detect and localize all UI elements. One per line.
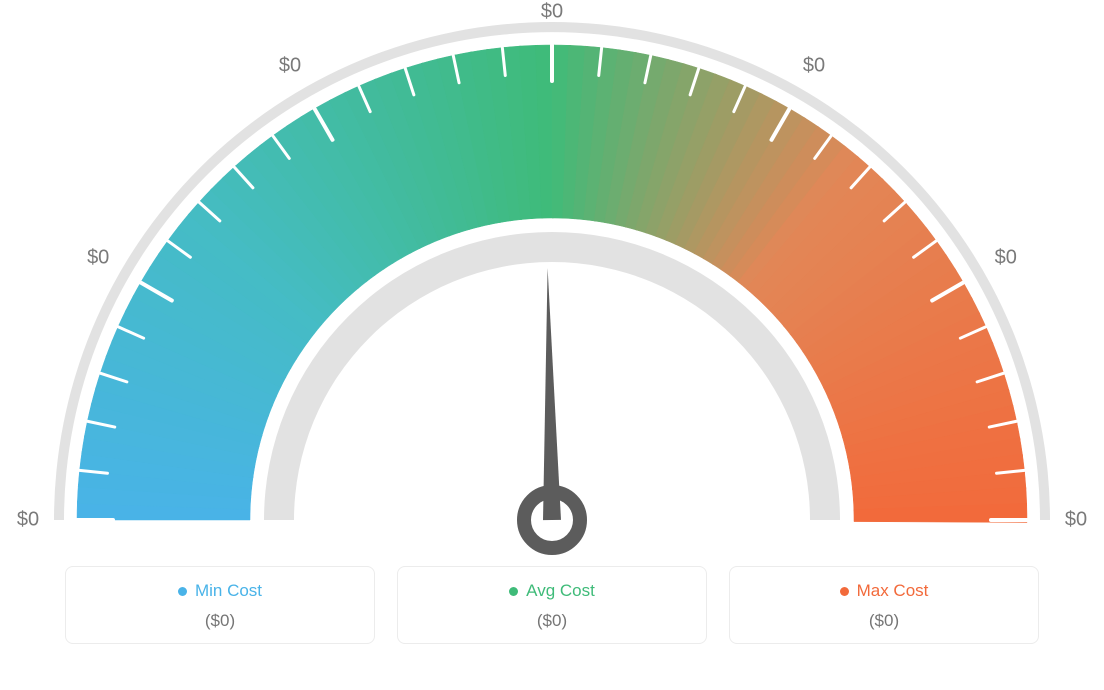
legend-value-avg: ($0) [406, 611, 698, 631]
scale-label-4: $0 [803, 55, 825, 78]
gauge-svg [0, 0, 1104, 560]
scale-label-1: $0 [87, 247, 109, 270]
scale-label-6: $0 [1065, 509, 1087, 532]
dot-icon-min [178, 587, 187, 596]
scale-label-3: $0 [541, 1, 563, 24]
dot-icon-avg [509, 587, 518, 596]
gauge-chart: $0 $0 $0 $0 $0 $0 $0 [0, 0, 1104, 560]
scale-label-5: $0 [995, 247, 1017, 270]
legend-label-avg-text: Avg Cost [526, 581, 595, 601]
legend-label-avg: Avg Cost [509, 581, 595, 601]
legend-box-min: Min Cost ($0) [65, 566, 375, 644]
legend-value-min: ($0) [74, 611, 366, 631]
legend-row: Min Cost ($0) Avg Cost ($0) Max Cost ($0… [0, 566, 1104, 644]
legend-label-min-text: Min Cost [195, 581, 262, 601]
legend-box-avg: Avg Cost ($0) [397, 566, 707, 644]
legend-box-max: Max Cost ($0) [729, 566, 1039, 644]
legend-label-max-text: Max Cost [857, 581, 929, 601]
legend-label-min: Min Cost [178, 581, 262, 601]
legend-label-max: Max Cost [840, 581, 929, 601]
scale-label-0: $0 [17, 509, 39, 532]
dot-icon-max [840, 587, 849, 596]
legend-value-max: ($0) [738, 611, 1030, 631]
scale-label-2: $0 [279, 55, 301, 78]
needle [524, 268, 580, 548]
